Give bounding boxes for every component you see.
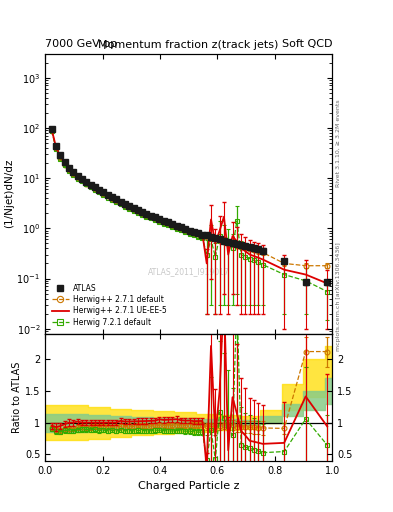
Y-axis label: Ratio to ATLAS: Ratio to ATLAS	[12, 361, 22, 433]
Legend: ATLAS, Herwig++ 2.7.1 default, Herwig++ 2.7.1 UE-EE-5, Herwig 7.2.1 default: ATLAS, Herwig++ 2.7.1 default, Herwig++ …	[49, 281, 169, 330]
Text: Rivet 3.1.10, ≥ 3.2M events: Rivet 3.1.10, ≥ 3.2M events	[336, 99, 341, 187]
Text: Soft QCD: Soft QCD	[282, 38, 332, 49]
Text: 7000 GeV pp: 7000 GeV pp	[45, 38, 118, 49]
X-axis label: Charged Particle z: Charged Particle z	[138, 481, 239, 491]
Text: mcplots.cern.ch [arXiv:1306.3436]: mcplots.cern.ch [arXiv:1306.3436]	[336, 243, 341, 351]
Title: Momentum fraction z(track jets): Momentum fraction z(track jets)	[99, 40, 279, 50]
Y-axis label: (1/Njet)dN/dz: (1/Njet)dN/dz	[4, 159, 14, 228]
Text: ATLAS_2011_I919017: ATLAS_2011_I919017	[148, 268, 230, 276]
